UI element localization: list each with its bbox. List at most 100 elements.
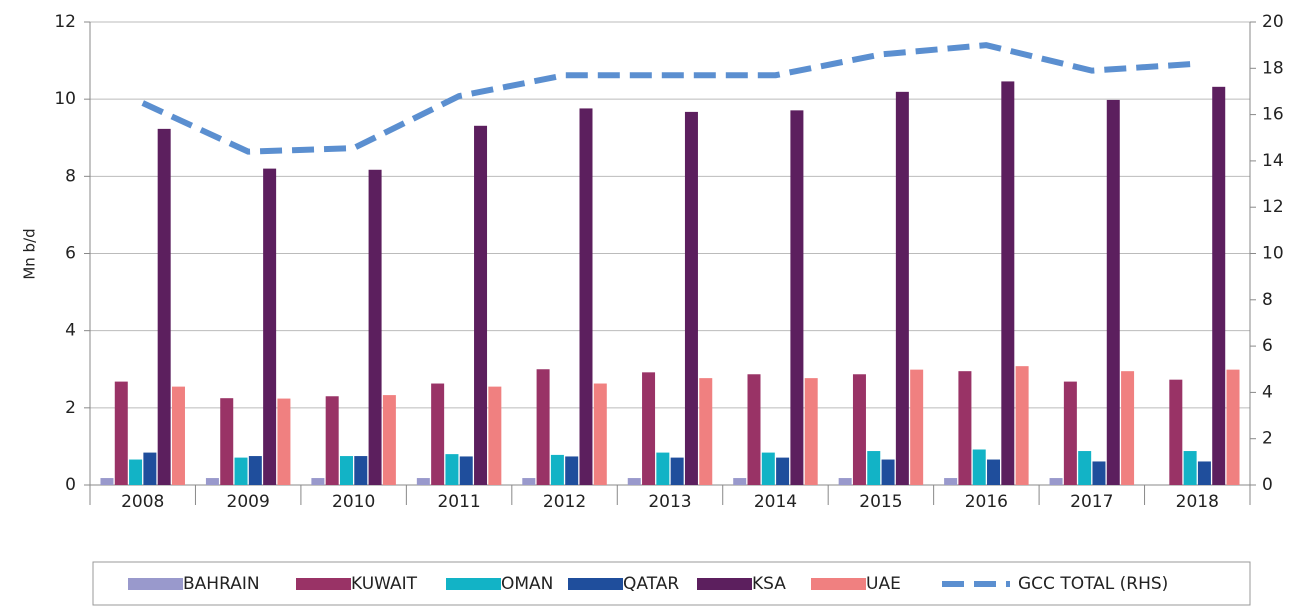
bar (114, 381, 128, 485)
bar (593, 383, 607, 485)
bar (382, 395, 396, 485)
bar (776, 457, 790, 485)
y-tick-label: 2 (65, 398, 76, 418)
bar (699, 378, 713, 485)
bar (1169, 379, 1183, 485)
x-tick-label: 2011 (437, 492, 480, 512)
bar (684, 111, 698, 485)
y-tick-label: 12 (54, 12, 76, 32)
bar (1212, 86, 1226, 485)
x-tick-label: 2014 (754, 492, 797, 512)
y-axis-label: Mn b/d (21, 228, 39, 279)
y-tick-label: 8 (65, 166, 76, 186)
legend-label: BAHRAIN (183, 574, 260, 594)
legend-swatch (296, 578, 351, 590)
bar (747, 374, 761, 485)
bar (895, 91, 909, 486)
bar (459, 456, 473, 485)
y2-tick-label: 14 (1262, 151, 1284, 171)
legend-label: OMAN (501, 574, 553, 594)
bar (1183, 451, 1197, 485)
bar (1197, 461, 1211, 485)
legend-box (92, 561, 1251, 606)
bar (474, 125, 488, 485)
bar (311, 478, 325, 485)
legend-swatch (568, 578, 623, 590)
bar (910, 369, 924, 485)
bar (339, 456, 353, 485)
bar (642, 372, 656, 485)
bar (368, 169, 382, 485)
x-tick-label: 2013 (648, 492, 691, 512)
bar (277, 398, 291, 485)
x-tick-label: 2012 (543, 492, 586, 512)
legend-swatch (128, 578, 183, 590)
bar (1092, 461, 1106, 485)
bar (987, 459, 1001, 485)
y2-tick-label: 18 (1262, 58, 1284, 78)
legend-label: QATAR (623, 574, 679, 594)
y2-tick-label: 16 (1262, 105, 1284, 125)
bar (944, 478, 958, 485)
y-tick-label: 0 (65, 475, 76, 495)
bar (804, 378, 818, 485)
bar (325, 396, 339, 485)
bar (550, 454, 564, 485)
bar (171, 386, 185, 485)
bar (881, 459, 895, 485)
bar (1121, 371, 1135, 485)
x-tick-label: 2009 (227, 492, 270, 512)
bar (1015, 366, 1029, 485)
bar (234, 457, 248, 485)
y2-tick-label: 2 (1262, 429, 1273, 449)
bar (852, 374, 866, 485)
line (141, 42, 1198, 155)
y2-tick-label: 4 (1262, 382, 1273, 402)
bar (1078, 451, 1092, 485)
bar (761, 452, 775, 485)
bar (431, 383, 445, 485)
y2-tick-label: 12 (1262, 197, 1284, 217)
bar (733, 478, 747, 485)
x-tick-label: 2016 (965, 492, 1008, 512)
x-tick-label: 2017 (1070, 492, 1113, 512)
legend-swatch (697, 578, 752, 590)
y-tick-label: 6 (65, 244, 76, 264)
bar (790, 110, 804, 485)
bar (205, 478, 219, 485)
bar (536, 369, 550, 485)
y2-tick-label: 6 (1262, 336, 1273, 356)
y2-tick-label: 0 (1262, 475, 1273, 495)
bar (248, 456, 262, 485)
bar (220, 398, 234, 485)
bar (656, 452, 670, 485)
legend-label: KSA (752, 574, 786, 594)
legend-swatch (811, 578, 866, 590)
bar (1063, 381, 1077, 485)
bar (972, 449, 986, 485)
bar (157, 128, 171, 485)
y2-tick-label: 10 (1262, 244, 1284, 264)
bar (1001, 81, 1015, 485)
bar (129, 459, 143, 485)
bar (416, 478, 430, 485)
bar (1106, 99, 1120, 486)
bar (488, 386, 502, 485)
legend-label: UAE (866, 574, 901, 594)
y-tick-label: 4 (65, 321, 76, 341)
bar (670, 457, 684, 485)
bar (627, 478, 641, 485)
bar (838, 478, 852, 485)
bar (1049, 478, 1063, 485)
bar (263, 168, 277, 485)
bar (522, 478, 536, 485)
legend-label: KUWAIT (351, 574, 418, 594)
x-tick-label: 2015 (859, 492, 902, 512)
x-tick-label: 2008 (121, 492, 164, 512)
bar (565, 456, 579, 485)
bar (1226, 369, 1240, 485)
bar (354, 456, 368, 485)
bar (579, 108, 593, 485)
